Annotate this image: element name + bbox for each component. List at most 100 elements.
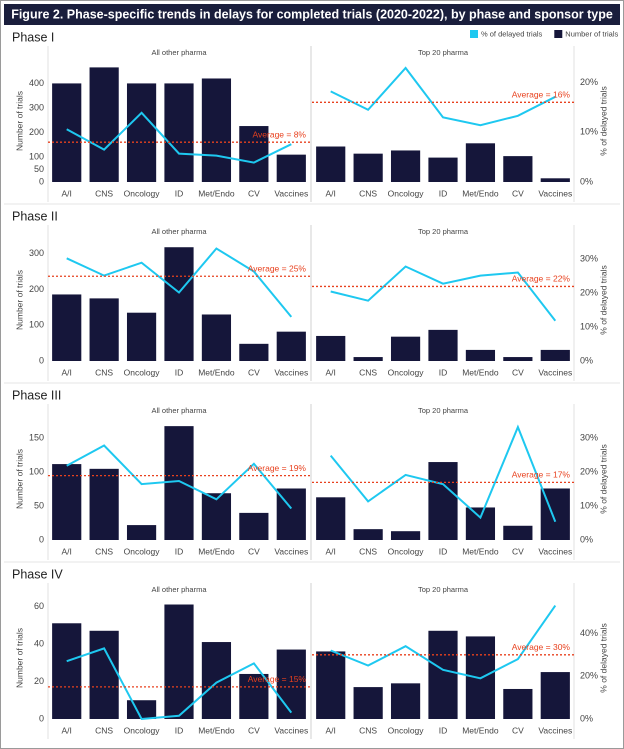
delay-line xyxy=(66,647,293,721)
y-tick-label: 400 xyxy=(29,78,44,88)
average-label: Average = 19% xyxy=(248,463,307,473)
y-tick-label: 0 xyxy=(39,713,44,723)
bar xyxy=(428,329,458,361)
x-tick-label: Vaccines xyxy=(538,188,572,198)
average-label: Average = 16% xyxy=(512,90,571,100)
x-tick-label: CNS xyxy=(95,188,113,198)
bar xyxy=(390,336,421,361)
bar xyxy=(239,673,269,719)
x-tick-label: A/I xyxy=(326,367,336,377)
legend-swatch xyxy=(554,30,563,38)
bar xyxy=(201,314,232,361)
y-tick-label: 50 xyxy=(34,500,44,510)
y-tick-label: 50 xyxy=(34,164,44,174)
delay-line xyxy=(66,444,293,510)
x-tick-label: Vaccines xyxy=(538,546,572,556)
bar xyxy=(89,630,119,719)
bar xyxy=(390,150,421,182)
y-tick-label: 100 xyxy=(29,152,44,162)
y-tick-label: 20 xyxy=(34,676,44,686)
average-label: Average = 15% xyxy=(248,674,307,684)
x-tick-label: Vaccines xyxy=(274,725,308,735)
bar xyxy=(428,630,458,719)
y2-tick-label: 20% xyxy=(580,288,598,298)
x-tick-label: ID xyxy=(439,546,448,556)
x-tick-label: CNS xyxy=(95,546,113,556)
y-tick-label: 300 xyxy=(29,102,44,112)
bar xyxy=(503,688,533,719)
bar xyxy=(201,493,232,540)
bar xyxy=(126,525,157,540)
bar xyxy=(503,156,533,182)
bar xyxy=(276,154,306,182)
y2-tick-label: 30% xyxy=(580,433,598,443)
y2-tick-label: 10% xyxy=(580,321,598,331)
y2-tick-label: 10% xyxy=(580,127,598,137)
bar xyxy=(353,153,383,182)
x-tick-label: Met/Endo xyxy=(462,546,499,556)
x-tick-label: Met/Endo xyxy=(198,367,235,377)
y-tick-label: 300 xyxy=(29,248,44,258)
bar xyxy=(164,83,194,182)
bar xyxy=(540,672,570,719)
bar xyxy=(164,604,194,719)
x-tick-label: Vaccines xyxy=(538,367,572,377)
y-tick-label: 0 xyxy=(39,534,44,544)
x-tick-label: A/I xyxy=(326,546,336,556)
x-tick-label: ID xyxy=(439,725,448,735)
average-label: Average = 30% xyxy=(512,642,571,652)
title-bar xyxy=(4,4,620,25)
phase-label: Phase IV xyxy=(12,567,63,581)
x-tick-label: Met/Endo xyxy=(198,725,235,735)
bar xyxy=(239,512,269,540)
bar xyxy=(465,507,496,540)
average-label: Average = 22% xyxy=(512,274,571,284)
x-tick-label: Oncology xyxy=(124,546,161,556)
x-tick-label: ID xyxy=(175,188,184,198)
y-tick-label: 200 xyxy=(29,127,44,137)
x-tick-label: Met/Endo xyxy=(198,546,235,556)
delay-line xyxy=(66,111,292,164)
x-tick-label: Met/Endo xyxy=(462,725,499,735)
delay-line xyxy=(330,66,556,127)
bar xyxy=(316,146,346,182)
panel-subtitle: Top 20 pharma xyxy=(418,227,469,236)
y2-axis-label: % of delayed trials xyxy=(598,265,608,334)
delay-line xyxy=(330,265,557,322)
x-tick-label: Oncology xyxy=(124,725,161,735)
y2-axis-label: % of delayed trials xyxy=(598,86,608,155)
x-tick-label: Vaccines xyxy=(274,546,308,556)
x-tick-label: Met/Endo xyxy=(198,188,235,198)
bar xyxy=(465,143,496,182)
bar xyxy=(353,529,383,540)
y-tick-label: 0 xyxy=(39,355,44,365)
phase-label: Phase III xyxy=(12,388,61,402)
x-tick-label: Vaccines xyxy=(274,188,308,198)
y2-tick-label: 20% xyxy=(580,77,598,87)
x-tick-label: CV xyxy=(512,546,524,556)
x-tick-label: Oncology xyxy=(124,367,161,377)
phase-label: Phase II xyxy=(12,209,58,223)
legend-swatch xyxy=(470,30,478,38)
x-tick-label: CNS xyxy=(359,546,377,556)
x-tick-label: A/I xyxy=(62,367,72,377)
delay-line xyxy=(330,605,557,680)
average-label: Average = 25% xyxy=(248,264,307,274)
y2-tick-label: 0% xyxy=(580,534,593,544)
bar xyxy=(353,357,383,361)
bar xyxy=(316,335,346,361)
y-axis-label: Number of trials xyxy=(14,628,24,688)
phase-label: Phase I xyxy=(12,30,54,44)
y2-axis-label: % of delayed trials xyxy=(598,623,608,692)
x-tick-label: Vaccines xyxy=(274,367,308,377)
bar xyxy=(353,687,383,719)
x-tick-label: A/I xyxy=(62,546,72,556)
y2-tick-label: 30% xyxy=(580,254,598,264)
x-tick-label: CNS xyxy=(95,725,113,735)
bar xyxy=(52,623,82,719)
bar xyxy=(164,426,194,540)
x-tick-label: CV xyxy=(512,367,524,377)
y-tick-label: 60 xyxy=(34,601,44,611)
average-label: Average = 17% xyxy=(512,470,571,480)
y2-tick-label: 0% xyxy=(580,176,593,186)
